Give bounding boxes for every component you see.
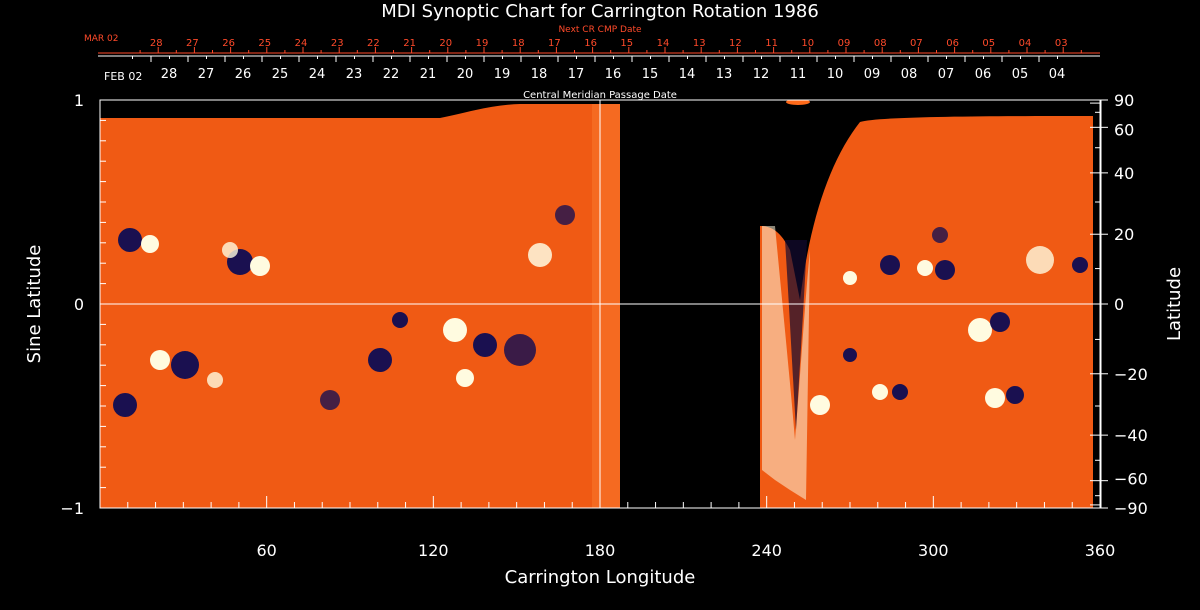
x-tick-label: 180 <box>585 541 616 560</box>
next-cr-day-label: 03 <box>1055 38 1068 49</box>
cmp-day-label: 22 <box>383 67 400 82</box>
cmp-axis-title: Central Meridian Passage Date <box>523 90 677 101</box>
active-regions <box>113 205 1088 417</box>
next-cr-day-label: 10 <box>801 38 814 49</box>
next-cr-day-label: 06 <box>946 38 959 49</box>
y-left-tick-label: −1 <box>60 499 84 518</box>
next-cr-day-label: 14 <box>657 38 670 49</box>
next-cr-day-label: 22 <box>367 38 380 49</box>
cmp-day-label: 15 <box>642 67 659 82</box>
cmp-day-label: 14 <box>679 67 696 82</box>
y-right-tick-label: −60 <box>1114 470 1148 489</box>
next-cr-day-label: 26 <box>222 38 235 49</box>
next-cr-day-label: 07 <box>910 38 923 49</box>
polar-streak <box>762 226 810 500</box>
next-cr-day-label: 25 <box>258 38 271 49</box>
next-cr-day-label: 04 <box>1019 38 1032 49</box>
cmp-day-label: 17 <box>568 67 585 82</box>
cmp-day-label: 20 <box>457 67 474 82</box>
magnetogram-map <box>100 100 1093 508</box>
next-cr-day-label: 15 <box>620 38 633 49</box>
cmp-day-label: 13 <box>716 67 733 82</box>
cmp-day-label: 24 <box>309 67 326 82</box>
y-left-tick-label: 0 <box>74 295 84 314</box>
next-cr-day-label: 17 <box>548 38 561 49</box>
y-right-tick-label: 90 <box>1114 91 1134 110</box>
map-noise-left <box>100 104 620 508</box>
next-cr-day-label: 23 <box>331 38 344 49</box>
next-cr-day-label: 19 <box>476 38 489 49</box>
cmp-day-label: 19 <box>494 67 511 82</box>
cmp-day-label: 18 <box>531 67 548 82</box>
x-tick-label: 120 <box>418 541 449 560</box>
next-cr-day-label: 12 <box>729 38 742 49</box>
y-right-tick-label: 60 <box>1114 120 1134 139</box>
next-cr-day-label: 16 <box>584 38 597 49</box>
cmp-day-label: 10 <box>827 67 844 82</box>
x-axis-label: Carrington Longitude <box>505 567 696 588</box>
y-right-tick-label: −20 <box>1114 365 1148 384</box>
cmp-day-label: 25 <box>272 67 289 82</box>
cmp-day-label: 16 <box>605 67 622 82</box>
y-axis-left-label: Sine Latitude <box>24 245 45 364</box>
cmp-day-label: 06 <box>975 67 992 82</box>
overlay-lines <box>100 100 1100 508</box>
cmp-date-axis: FEB 02 Central Meridian Passage Date 28 2… <box>98 55 1100 101</box>
cmp-day-label: 12 <box>753 67 770 82</box>
y-left-tick-label: 1 <box>74 91 84 110</box>
y-axis-right-label: Latitude <box>1164 267 1185 341</box>
map-noise-right <box>760 116 1093 508</box>
cmp-day-label: 23 <box>346 67 363 82</box>
y-right-tick-label: 0 <box>1114 295 1124 314</box>
cmp-day-label: 07 <box>938 67 955 82</box>
next-cr-axis: Next CR CMP Date MAR 02 28 27 26 25 24 23 22 21… <box>84 25 1100 54</box>
left-edge-band <box>592 104 620 508</box>
cmp-day-label: 26 <box>235 67 252 82</box>
next-cr-day-label: 11 <box>765 38 778 49</box>
x-tick-label: 60 <box>256 541 276 560</box>
y-right-tick-label: −90 <box>1114 499 1148 518</box>
y-right-tick-label: 40 <box>1114 164 1134 183</box>
x-axis: 60 120 180 240 300 360 <box>127 496 1116 560</box>
next-cr-day-label: 24 <box>295 38 308 49</box>
x-tick-label: 240 <box>751 541 782 560</box>
y-right-tick-label: −40 <box>1114 426 1148 445</box>
cmp-day-label: 28 <box>161 67 178 82</box>
next-cr-day-label: 09 <box>838 38 851 49</box>
next-cr-start-label: MAR 02 <box>84 34 119 44</box>
cmp-day-label: 09 <box>864 67 881 82</box>
cmp-day-label: 27 <box>198 67 215 82</box>
next-cr-day-label: 18 <box>512 38 525 49</box>
next-cr-day-label: 20 <box>439 38 452 49</box>
chart-title: MDI Synoptic Chart for Carrington Rotati… <box>381 1 819 22</box>
cmp-day-label: 21 <box>420 67 437 82</box>
cmp-start-label: FEB 02 <box>104 70 142 83</box>
next-cr-day-label: 08 <box>874 38 887 49</box>
cmp-day-label: 08 <box>901 67 918 82</box>
polar-cap-fragment <box>786 100 810 105</box>
next-cr-day-label: 05 <box>982 38 995 49</box>
cmp-day-label: 05 <box>1012 67 1029 82</box>
y-axis-left: 1 0 −1 <box>60 91 112 518</box>
y-axis-right: 90 60 40 20 0 −20 −40 −60 −90 <box>1090 91 1148 518</box>
next-cr-axis-title: Next CR CMP Date <box>558 25 642 35</box>
next-cr-day-label: 27 <box>186 38 199 49</box>
next-cr-day-label: 28 <box>150 38 163 49</box>
cmp-day-label: 04 <box>1049 67 1066 82</box>
polar-dark-wedge <box>785 240 807 430</box>
x-tick-label: 300 <box>918 541 949 560</box>
next-cr-day-label: 21 <box>403 38 416 49</box>
next-cr-day-label: 13 <box>693 38 706 49</box>
cmp-day-label: 11 <box>790 67 807 82</box>
y-right-tick-label: 20 <box>1114 225 1134 244</box>
x-tick-label: 360 <box>1085 541 1116 560</box>
